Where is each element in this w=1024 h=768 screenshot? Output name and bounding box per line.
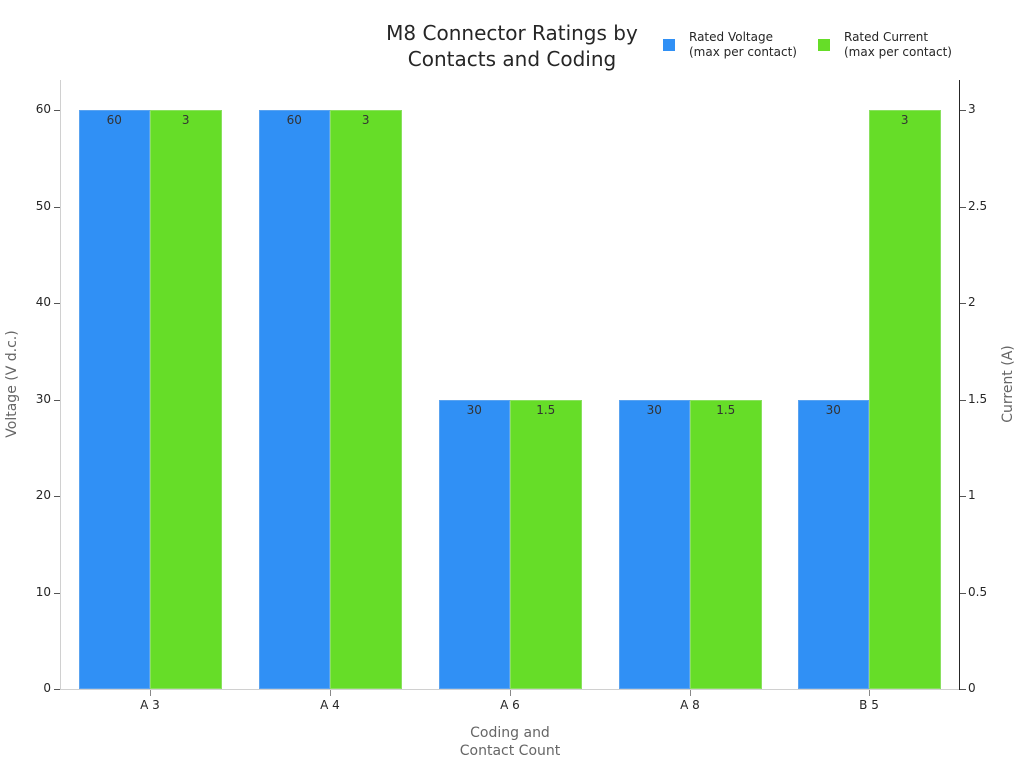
bar-value-label: 30 — [466, 402, 482, 417]
bar-current — [330, 110, 402, 689]
bar-voltage — [797, 399, 869, 689]
y2-tick — [960, 592, 966, 594]
bar-value-label: 1.5 — [536, 402, 556, 417]
y-tick — [54, 206, 60, 208]
x-axis — [60, 689, 959, 690]
y-tick — [54, 689, 60, 690]
y-tick-label: 30 — [35, 391, 51, 406]
y2-tick-label: 1 — [968, 488, 976, 502]
bar-voltage — [438, 399, 510, 689]
bar-voltage — [78, 110, 150, 689]
left-y-axis — [60, 80, 61, 690]
bar-value-label: 3 — [361, 113, 370, 127]
y2-tick — [960, 206, 966, 208]
legend-swatch-voltage — [663, 39, 675, 51]
x-tick — [690, 690, 691, 696]
bar-value-label: 30 — [825, 402, 841, 417]
y-tick — [54, 592, 60, 594]
bar-value-label: 60 — [106, 113, 122, 127]
y2-tick-label: 0 — [968, 681, 976, 695]
legend-swatch-current — [818, 39, 830, 51]
x-tick — [150, 690, 151, 696]
bar-value-label: 3 — [181, 113, 190, 127]
y-axis-label: Voltage (V d.c.) — [4, 330, 20, 438]
x-tick — [510, 690, 511, 696]
x-tick-label: A 3 — [140, 698, 160, 712]
y-tick — [54, 110, 60, 111]
bar-value-label: 3 — [900, 113, 909, 127]
y2-axis-label: Current (A) — [1000, 345, 1016, 423]
right-y-axis — [959, 80, 960, 690]
y2-tick — [960, 303, 966, 304]
x-tick-label: B 5 — [859, 698, 879, 712]
y-tick-label: 10 — [35, 584, 51, 599]
bar-current — [510, 399, 582, 689]
y-tick — [54, 303, 60, 304]
title-line-1: M8 Connector Ratings by — [386, 21, 638, 45]
bar-voltage — [618, 399, 690, 689]
bar-current — [690, 399, 762, 689]
x-axis-label: Coding and Contact Count — [459, 725, 561, 759]
y2-tick-label: 3 — [968, 102, 976, 116]
y2-tick-label: 1.5 — [968, 391, 988, 406]
y2-tick — [960, 399, 966, 401]
y-tick — [54, 399, 60, 401]
y2-tick-label: 2.5 — [968, 198, 988, 213]
x-tick — [330, 690, 331, 696]
y2-tick-label: 2 — [968, 295, 976, 309]
x-tick-label: A 6 — [500, 698, 520, 712]
x-tick-label: A 8 — [680, 698, 700, 712]
bar-current — [869, 110, 941, 689]
x-tick — [869, 690, 870, 696]
bar-value-label: 1.5 — [716, 402, 736, 417]
title-line-2: Contacts and Coding — [407, 47, 617, 71]
bar-current — [150, 110, 222, 689]
y-tick-label: 50 — [35, 198, 51, 213]
legend-label-current: Rated Current (max per contact) — [844, 30, 952, 59]
y-tick — [54, 496, 60, 497]
y-tick-label: 60 — [35, 102, 51, 116]
chart-title: M8 Connector Ratings by Contacts and Cod… — [372, 20, 652, 72]
y-tick-label: 40 — [35, 295, 51, 309]
y2-tick — [960, 110, 966, 111]
y-tick-label: 20 — [35, 488, 51, 502]
legend-label-voltage: Rated Voltage (max per contact) — [689, 30, 797, 59]
y2-tick-label: 0.5 — [968, 584, 988, 599]
bar-value-label: 60 — [286, 113, 302, 127]
x-tick-label: A 4 — [320, 698, 340, 712]
y2-tick — [960, 689, 966, 690]
bar-voltage — [258, 110, 330, 689]
bar-value-label: 30 — [646, 402, 662, 417]
y-tick-label: 0 — [43, 681, 51, 695]
y2-tick — [960, 496, 966, 497]
